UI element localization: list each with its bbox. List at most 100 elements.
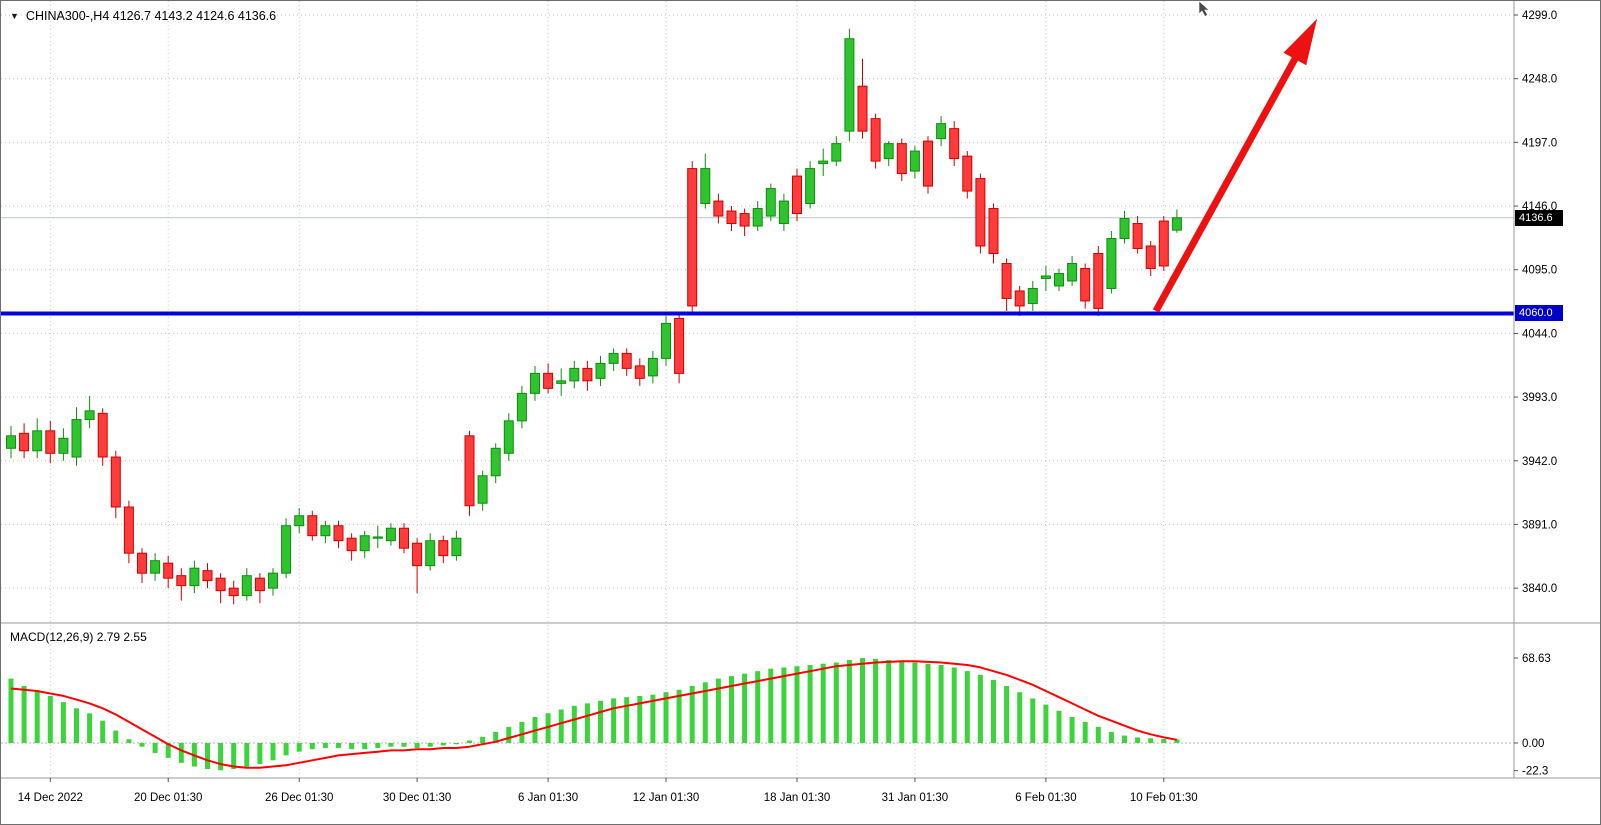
candle xyxy=(189,560,200,594)
candle xyxy=(58,428,69,461)
candles xyxy=(6,28,1182,605)
price-axis[interactable]: 4299.04248.04197.04146.04095.04044.03993… xyxy=(1514,10,1557,595)
macd-signal-line xyxy=(10,660,1178,769)
time-axis-label: 6 Feb 01:30 xyxy=(1015,792,1076,804)
candle xyxy=(372,525,383,549)
support-level-tag: 4060.0 xyxy=(1515,305,1563,321)
candle xyxy=(1171,209,1182,233)
candle xyxy=(1119,211,1130,244)
candle xyxy=(726,206,737,232)
candle xyxy=(19,423,30,459)
macd-axis[interactable]: 68.63 0.00 -22.3 xyxy=(1514,653,1551,778)
candle xyxy=(896,138,907,182)
candle xyxy=(45,420,56,464)
candle xyxy=(254,573,265,604)
candle xyxy=(1080,263,1091,309)
candle xyxy=(1132,216,1143,254)
macd-axis-label: 0.00 xyxy=(1522,738,1544,750)
candle xyxy=(634,358,645,386)
candle xyxy=(346,533,357,561)
price-axis-label: 4299.0 xyxy=(1522,10,1557,22)
candle xyxy=(32,418,43,459)
candle xyxy=(1145,241,1156,276)
candle xyxy=(477,470,488,511)
time-axis-label: 18 Jan 01:30 xyxy=(764,792,831,804)
price-axis-label: 4248.0 xyxy=(1522,74,1557,86)
candle xyxy=(451,530,462,561)
candle xyxy=(281,518,292,579)
candle xyxy=(490,443,501,484)
candle xyxy=(674,313,685,384)
time-axis-label: 20 Dec 01:30 xyxy=(134,792,202,804)
candle xyxy=(621,348,632,376)
candle xyxy=(713,193,724,224)
candle xyxy=(412,538,423,594)
candle xyxy=(883,141,894,167)
candle xyxy=(294,508,305,534)
candle xyxy=(818,148,829,177)
candle xyxy=(608,348,619,371)
candle xyxy=(936,116,947,147)
candle xyxy=(805,161,816,209)
time-axis-label: 10 Feb 01:30 xyxy=(1130,792,1198,804)
candle xyxy=(752,201,763,232)
candle xyxy=(425,533,436,571)
candle xyxy=(516,385,527,429)
candle xyxy=(228,580,239,605)
time-axis-label: 26 Dec 01:30 xyxy=(265,792,333,804)
candle xyxy=(110,450,121,519)
candle xyxy=(949,121,960,167)
symbol-ohlc-text: CHINA300-,H4 4126.7 4143.2 4124.6 4136.6 xyxy=(25,9,277,23)
candle xyxy=(438,535,449,564)
price-axis-label: 3891.0 xyxy=(1522,519,1557,531)
macd-indicator-label: MACD(12,26,9) 2.79 2.55 xyxy=(10,630,147,644)
chart-menu-icon: ▼ xyxy=(10,11,19,21)
candle xyxy=(150,553,161,581)
price-axis-label: 3993.0 xyxy=(1522,392,1557,404)
time-axis[interactable]: 14 Dec 2022 20 Dec 01:30 26 Dec 01:30 30 De… xyxy=(18,778,1198,804)
candle xyxy=(1106,231,1117,294)
grid xyxy=(1,1,1514,778)
candle xyxy=(137,548,147,584)
candle xyxy=(831,136,842,167)
price-axis-label: 4197.0 xyxy=(1522,137,1557,149)
candle xyxy=(241,568,252,601)
candle xyxy=(320,520,331,544)
candle xyxy=(307,510,318,541)
candle xyxy=(1014,285,1025,316)
candle xyxy=(1158,216,1169,271)
time-axis-label: 12 Jan 01:30 xyxy=(633,792,700,804)
time-axis-label: 6 Jan 01:30 xyxy=(518,792,578,804)
candle xyxy=(123,500,134,564)
candle xyxy=(778,193,789,232)
candle xyxy=(595,355,606,386)
candle xyxy=(975,173,986,254)
trend-arrow[interactable] xyxy=(1152,18,1318,313)
candle xyxy=(71,407,82,466)
candle xyxy=(923,136,933,194)
price-axis-label: 4095.0 xyxy=(1522,265,1557,277)
candle xyxy=(530,365,540,401)
candle xyxy=(399,523,409,554)
macd-axis-label: -22.3 xyxy=(1522,766,1548,778)
price-axis-label: 3840.0 xyxy=(1522,583,1557,595)
time-axis-label: 31 Jan 01:30 xyxy=(882,792,949,804)
candle xyxy=(1027,280,1038,311)
candle xyxy=(962,151,973,199)
candle xyxy=(739,208,750,237)
candle xyxy=(792,168,802,222)
macd-histogram xyxy=(8,658,1180,771)
candle xyxy=(1001,258,1012,311)
candle xyxy=(163,555,174,589)
candle xyxy=(268,568,278,596)
candle xyxy=(556,368,567,396)
candle xyxy=(1067,255,1078,286)
candle xyxy=(857,58,868,139)
price-axis-label: 3942.0 xyxy=(1522,456,1557,468)
time-axis-label: 30 Dec 01:30 xyxy=(383,792,451,804)
candle xyxy=(202,563,213,589)
symbol-ohlc-label: ▼ CHINA300-,H4 4126.7 4143.2 4124.6 4136… xyxy=(10,9,276,23)
candle xyxy=(844,28,855,142)
